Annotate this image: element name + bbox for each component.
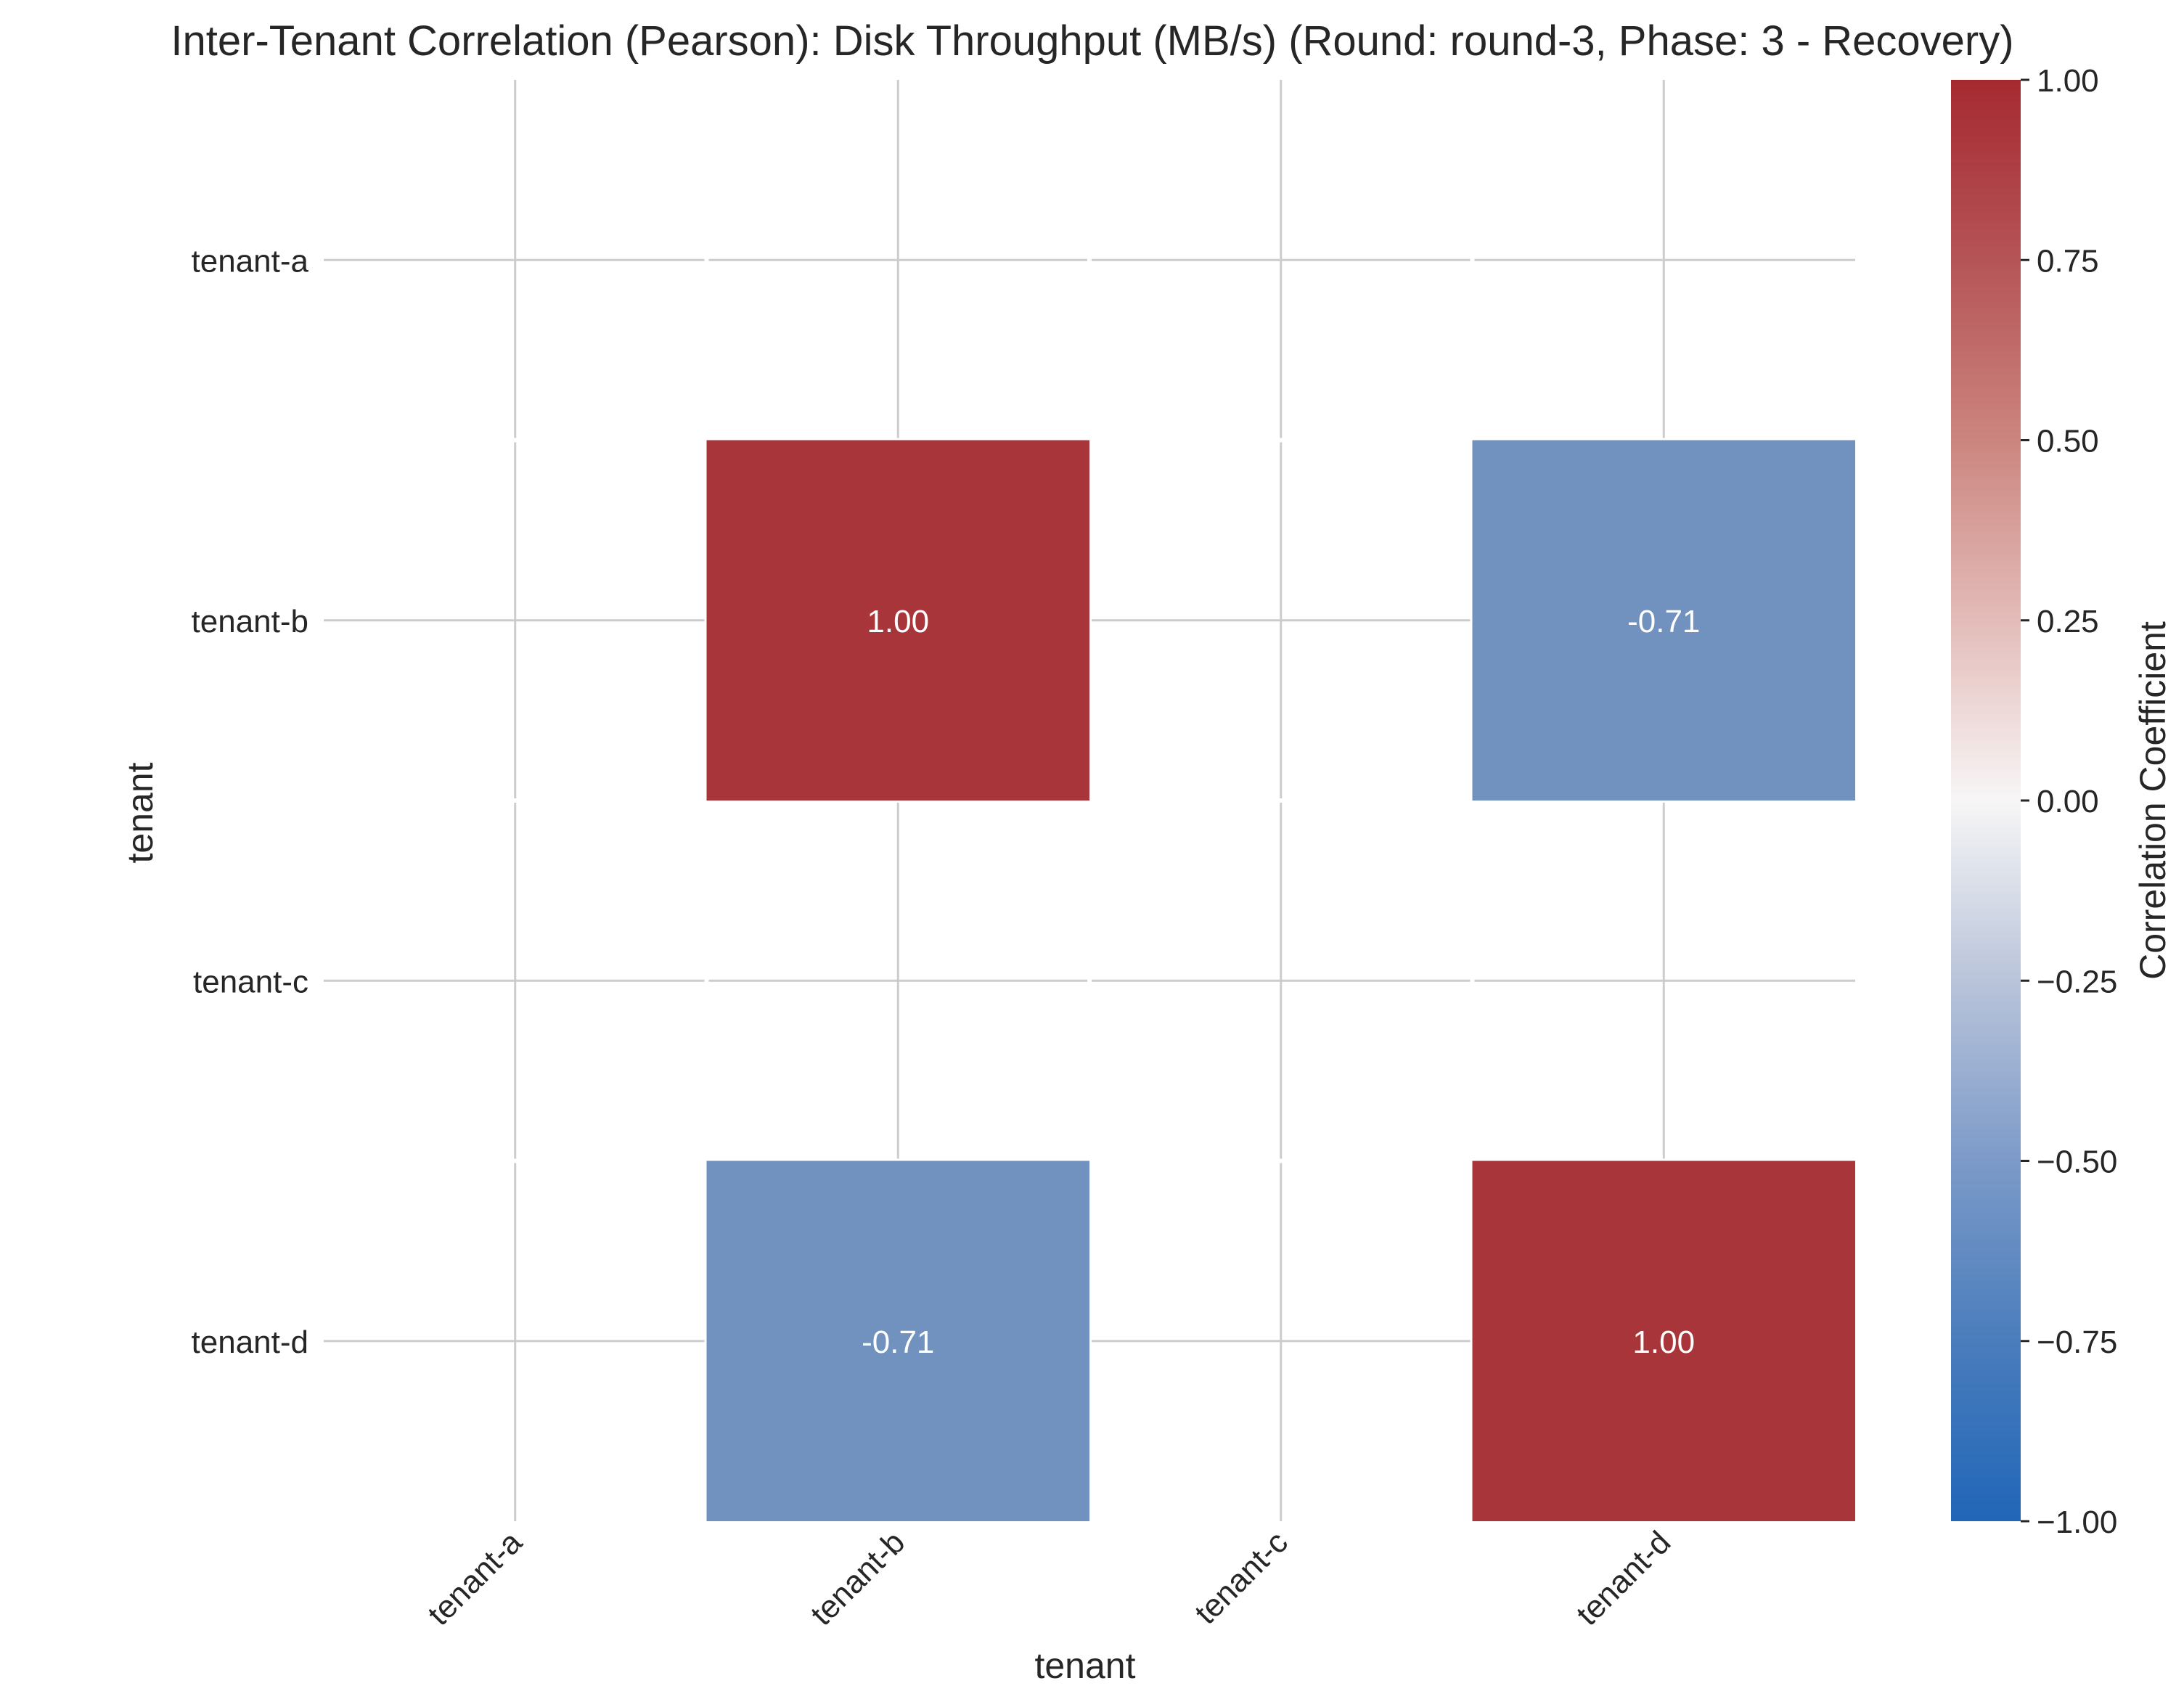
- heatmap-cell: [1472, 440, 1855, 801]
- heatmap-cell: [706, 1160, 1089, 1521]
- colorbar-tick-label: −0.75: [2037, 1325, 2117, 1360]
- x-axis-label: tenant: [1034, 1645, 1135, 1686]
- heatmap-cells: [706, 440, 1855, 1521]
- cell-value-label: -0.71: [1627, 604, 1700, 639]
- heatmap-cell: [706, 440, 1089, 801]
- colorbar-tick-label: −0.50: [2037, 1145, 2117, 1180]
- x-tick-labels: tenant-a tenant-b tenant-c tenant-d: [421, 1524, 1677, 1632]
- colorbar-label: Correlation Coefficient: [2132, 621, 2173, 980]
- colorbar-tick-label: 0.00: [2037, 784, 2099, 819]
- x-tick-label: tenant-c: [1188, 1524, 1295, 1631]
- x-tick-label: tenant-d: [1569, 1524, 1677, 1632]
- x-tick-label: tenant-b: [803, 1524, 912, 1632]
- colorbar-tick-label: 0.50: [2037, 424, 2099, 459]
- cell-labels: 1.00 -0.71 -0.71 1.00: [862, 604, 1700, 1360]
- chart-title: Inter-Tenant Correlation (Pearson): Disk…: [171, 17, 2013, 65]
- colorbar-tick-label: 0.75: [2037, 243, 2099, 279]
- y-tick-label: tenant-a: [192, 243, 309, 279]
- heatmap-cell: [1472, 1160, 1855, 1521]
- x-tick-label: tenant-a: [421, 1524, 529, 1632]
- cell-value-label: 1.00: [1632, 1325, 1695, 1360]
- y-tick-label: tenant-b: [192, 604, 308, 639]
- cell-value-label: 1.00: [867, 604, 929, 639]
- colorbar-tick-label: −1.00: [2037, 1505, 2117, 1540]
- colorbar-ticks: 1.00 0.75 0.50 0.25 0.00 −0.25 −0.50 −0.75 −1.00: [2021, 63, 2117, 1540]
- cell-value-label: -0.71: [862, 1325, 934, 1360]
- y-tick-label: tenant-d: [192, 1325, 308, 1360]
- colorbar-tick-label: 1.00: [2037, 63, 2099, 99]
- colorbar: [1951, 80, 2021, 1521]
- colorbar-tick-label: −0.25: [2037, 964, 2117, 999]
- y-tick-labels: tenant-a tenant-b tenant-c tenant-d: [192, 243, 309, 1360]
- y-tick-label: tenant-c: [193, 964, 308, 999]
- y-axis-label: tenant: [120, 762, 160, 863]
- colorbar-tick-label: 0.25: [2037, 604, 2099, 639]
